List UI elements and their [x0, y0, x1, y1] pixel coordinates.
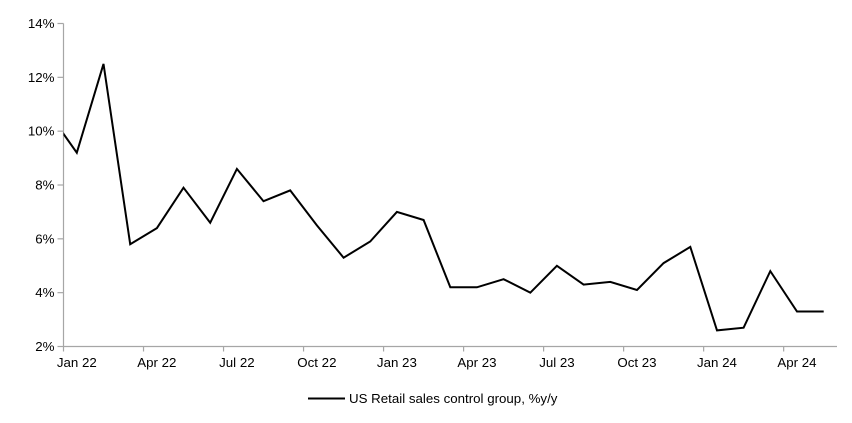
- y-tick-label: 8%: [35, 178, 54, 193]
- y-tick-label: 2%: [35, 339, 54, 354]
- x-tick-label: Jul 22: [219, 355, 254, 370]
- x-tick-label: Oct 23: [617, 355, 656, 370]
- y-tick-label: 10%: [28, 124, 55, 139]
- x-tick-label: Apr 23: [457, 355, 496, 370]
- legend-label: US Retail sales control group, %y/y: [349, 391, 558, 406]
- y-tick-label: 4%: [35, 285, 54, 300]
- x-tick-label: Jul 23: [539, 355, 574, 370]
- x-tick-label: Oct 22: [297, 355, 336, 370]
- x-tick-label: Jan 24: [697, 355, 737, 370]
- y-axis: 2% 4% 6% 8% 10% 12% 14%: [28, 16, 64, 354]
- x-tick-label: Apr 24: [777, 355, 816, 370]
- x-tick-label: Jan 23: [377, 355, 417, 370]
- y-tick-label: 12%: [28, 70, 55, 85]
- y-tick-label: 14%: [28, 16, 55, 31]
- legend: US Retail sales control group, %y/y: [308, 391, 558, 406]
- y-tick-label: 6%: [35, 231, 54, 246]
- x-axis: Jan 22 Apr 22 Jul 22 Oct 22 Jan 23 Apr 23 Jul …: [57, 346, 817, 370]
- x-tick-label: Apr 22: [137, 355, 176, 370]
- series-line-retail-control: [63, 63, 824, 332]
- x-tick-label: Jan 22: [57, 355, 97, 370]
